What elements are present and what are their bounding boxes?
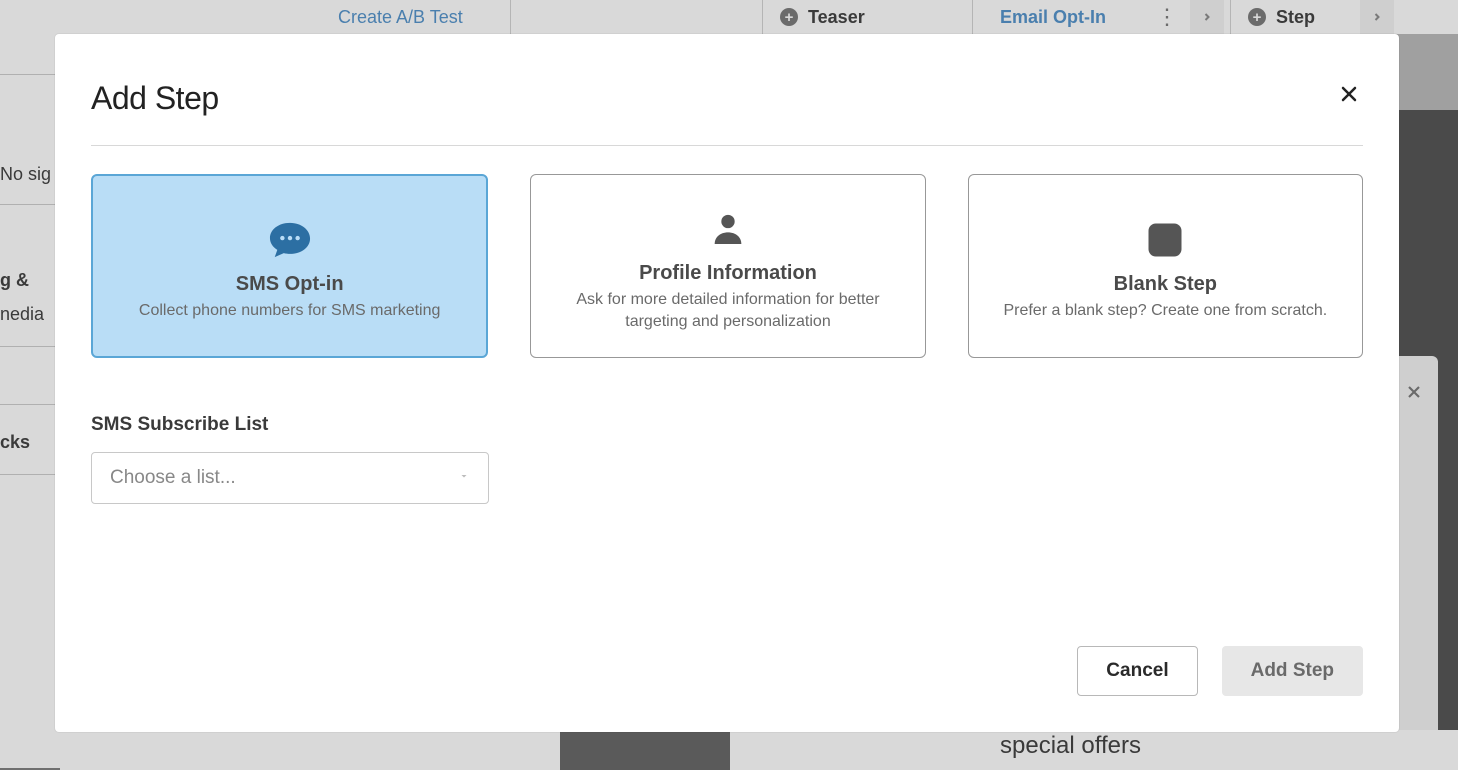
- modal-header: Add Step: [91, 80, 1363, 117]
- plus-icon: +: [1248, 8, 1266, 26]
- bg-lower-strip: special offers: [60, 730, 1458, 770]
- select-placeholder: Choose a list...: [110, 467, 236, 489]
- add-step-modal: Add Step SMS Opt-in Collect phone number…: [55, 34, 1399, 732]
- card-blank-step[interactable]: Blank Step Prefer a blank step? Create o…: [968, 174, 1363, 358]
- card-desc: Ask for more detailed information for be…: [559, 289, 896, 332]
- sms-subscribe-list-select[interactable]: Choose a list...: [91, 452, 489, 504]
- card-profile-info[interactable]: Profile Information Ask for more detaile…: [530, 174, 925, 358]
- bg-step-step: + Step: [1248, 7, 1315, 28]
- bg-sidebar: No sig g & nedia cks: [0, 34, 60, 768]
- chevron-right-icon: [1360, 0, 1394, 34]
- add-step-button[interactable]: Add Step: [1222, 646, 1363, 696]
- chevron-right-icon: [1190, 0, 1224, 34]
- sms-list-label: SMS Subscribe List: [91, 414, 1363, 436]
- card-title: Blank Step: [1114, 273, 1217, 296]
- plus-icon: +: [780, 8, 798, 26]
- square-icon: [1143, 215, 1187, 265]
- bg-topbar: Create A/B Test + Teaser Email Opt-In ⋮ …: [0, 0, 1458, 34]
- chat-icon: [267, 215, 313, 265]
- card-desc: Prefer a blank step? Create one from scr…: [1003, 300, 1327, 322]
- modal-divider: [91, 145, 1363, 146]
- modal-footer: Cancel Add Step: [91, 646, 1363, 696]
- close-icon[interactable]: [1335, 80, 1363, 113]
- chevron-down-icon: [458, 469, 470, 487]
- card-title: SMS Opt-in: [236, 273, 344, 296]
- bg-step-teaser: + Teaser: [780, 7, 865, 28]
- cancel-button[interactable]: Cancel: [1077, 646, 1197, 696]
- step-type-cards: SMS Opt-in Collect phone numbers for SMS…: [91, 174, 1363, 358]
- bg-step-email-optin: Email Opt-In: [1000, 7, 1106, 28]
- card-title: Profile Information: [639, 262, 817, 285]
- modal-title: Add Step: [91, 80, 219, 117]
- card-sms-optin[interactable]: SMS Opt-in Collect phone numbers for SMS…: [91, 174, 488, 358]
- card-desc: Collect phone numbers for SMS marketing: [139, 300, 440, 322]
- close-icon: [1404, 378, 1424, 409]
- person-icon: [708, 204, 748, 254]
- create-ab-test-link: Create A/B Test: [338, 7, 463, 28]
- kebab-icon: ⋮: [1156, 4, 1176, 30]
